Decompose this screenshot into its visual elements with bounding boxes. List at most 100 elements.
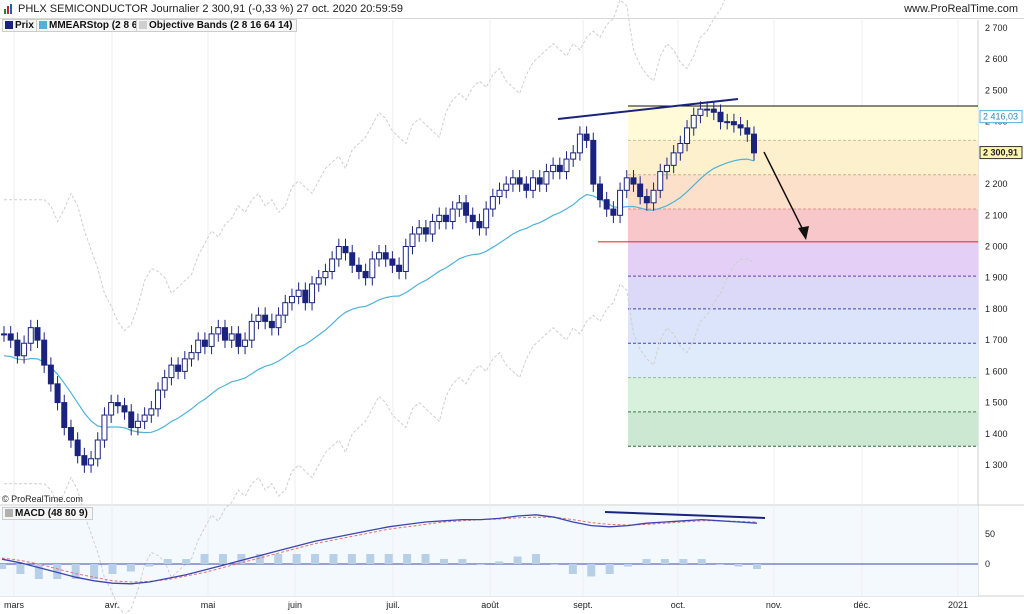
month-tick-label: déc. bbox=[853, 600, 870, 610]
legend-label-bands: Objective Bands (2 8 16 64 14) bbox=[149, 20, 293, 31]
site-url[interactable]: www.ProRealTime.com bbox=[904, 3, 1018, 15]
macd-histogram-bar bbox=[255, 554, 264, 564]
candle-body bbox=[295, 289, 302, 297]
price-tick-label: 2 700 bbox=[985, 23, 1008, 33]
candle-body bbox=[684, 127, 691, 144]
price-tick-label: 2 600 bbox=[985, 54, 1008, 64]
candle-body bbox=[275, 314, 282, 329]
legend-item-price[interactable]: Prix bbox=[2, 19, 39, 32]
macd-histogram-bar bbox=[587, 564, 596, 577]
macd-signal-line bbox=[1, 516, 758, 583]
candle-body bbox=[596, 183, 603, 201]
candle-body bbox=[402, 246, 409, 272]
candle-body bbox=[724, 121, 731, 124]
objective-zone-1 bbox=[628, 140, 978, 175]
candle-body bbox=[476, 221, 483, 229]
candle-body bbox=[583, 133, 590, 141]
candle-body bbox=[556, 164, 563, 173]
candle-body bbox=[268, 320, 275, 329]
candle-body bbox=[623, 177, 630, 191]
macd-histogram-bar bbox=[274, 554, 283, 564]
candle-body bbox=[570, 152, 577, 160]
candle-body bbox=[128, 411, 135, 429]
objective-zone-6 bbox=[628, 308, 978, 344]
macd-histogram-bar bbox=[624, 564, 633, 567]
candle-body bbox=[751, 133, 757, 154]
legend-label-stop: MMEARStop (2 8 64) bbox=[49, 20, 147, 31]
candle-body bbox=[101, 414, 108, 441]
macd-histogram-bar bbox=[458, 559, 467, 564]
candle-body bbox=[221, 327, 228, 341]
candle-body bbox=[677, 142, 684, 154]
macd-histogram-bar bbox=[716, 564, 725, 565]
candle-body bbox=[161, 377, 168, 391]
candle-body bbox=[563, 158, 570, 173]
candle-body bbox=[543, 171, 550, 185]
candle-body bbox=[74, 439, 81, 457]
macd-histogram-bar bbox=[90, 564, 99, 579]
price-tick-label: 1 700 bbox=[985, 335, 1008, 345]
macd-histogram-bar bbox=[366, 554, 375, 564]
candle-body bbox=[282, 302, 289, 316]
month-tick-label: nov. bbox=[766, 600, 782, 610]
macd-legend[interactable]: MACD (48 80 9) bbox=[2, 507, 93, 520]
candle-body bbox=[114, 402, 121, 407]
candle-body bbox=[690, 114, 697, 129]
candle-body bbox=[530, 177, 537, 191]
candle-body bbox=[235, 333, 242, 347]
price-tick-label: 1 400 bbox=[985, 429, 1008, 439]
candle-body bbox=[362, 270, 369, 279]
macd-tick-label: 50 bbox=[985, 529, 995, 539]
macd-histogram-bar bbox=[513, 556, 522, 564]
month-tick-label: juil. bbox=[385, 600, 400, 610]
candle-body bbox=[47, 364, 54, 385]
candle-body bbox=[108, 402, 115, 416]
candle-body bbox=[717, 111, 724, 123]
candle-body bbox=[27, 327, 34, 344]
month-tick-label: mars bbox=[4, 600, 24, 610]
candle-body bbox=[41, 339, 48, 366]
candle-body bbox=[416, 227, 423, 235]
legend-item-bands[interactable]: Objective Bands (2 8 16 64 14) bbox=[136, 19, 298, 32]
stop-price-box bbox=[979, 110, 1023, 124]
candle-body bbox=[737, 124, 744, 129]
candle-body bbox=[34, 327, 41, 341]
candle-body bbox=[1, 333, 7, 336]
candle-body bbox=[255, 314, 262, 322]
objective-zone-0 bbox=[628, 106, 978, 141]
candle-body bbox=[342, 246, 349, 254]
last-price-box bbox=[979, 146, 1023, 160]
candle-body bbox=[61, 402, 68, 429]
candle-body bbox=[21, 342, 28, 357]
candle-body bbox=[349, 252, 356, 266]
macd-histogram-bar bbox=[0, 564, 6, 569]
macd-histogram-bar bbox=[642, 559, 651, 564]
objective-zone-5 bbox=[628, 276, 978, 309]
candle-body bbox=[396, 264, 403, 272]
macd-histogram-bar bbox=[421, 554, 430, 564]
title-bar: PHLX SEMICONDUCTOR Journalier 2 300,91 (… bbox=[0, 0, 1024, 19]
candle-body bbox=[429, 221, 436, 235]
objective-zone-2 bbox=[628, 174, 978, 210]
candle-body bbox=[483, 208, 490, 229]
candle-body bbox=[710, 108, 717, 113]
candle-body bbox=[54, 383, 61, 404]
candle-body bbox=[630, 177, 637, 185]
candle-body bbox=[7, 333, 14, 341]
price-tick-label: 1 300 bbox=[985, 460, 1008, 470]
macd-swatch bbox=[5, 509, 13, 517]
legend-item-stop[interactable]: MMEARStop (2 8 64) bbox=[36, 19, 152, 32]
candle-body bbox=[704, 108, 711, 111]
month-tick-label: juin bbox=[287, 600, 302, 610]
stop-line bbox=[3, 158, 755, 434]
candle-body bbox=[536, 177, 543, 185]
macd-histogram-bar bbox=[126, 564, 135, 572]
candle-body bbox=[208, 333, 215, 347]
candle-body bbox=[496, 189, 503, 198]
candle-body bbox=[503, 183, 510, 191]
macd-tick-label: 0 bbox=[985, 559, 990, 569]
candle-body bbox=[67, 427, 74, 441]
candle-body bbox=[657, 171, 664, 191]
candle-body bbox=[195, 339, 202, 354]
